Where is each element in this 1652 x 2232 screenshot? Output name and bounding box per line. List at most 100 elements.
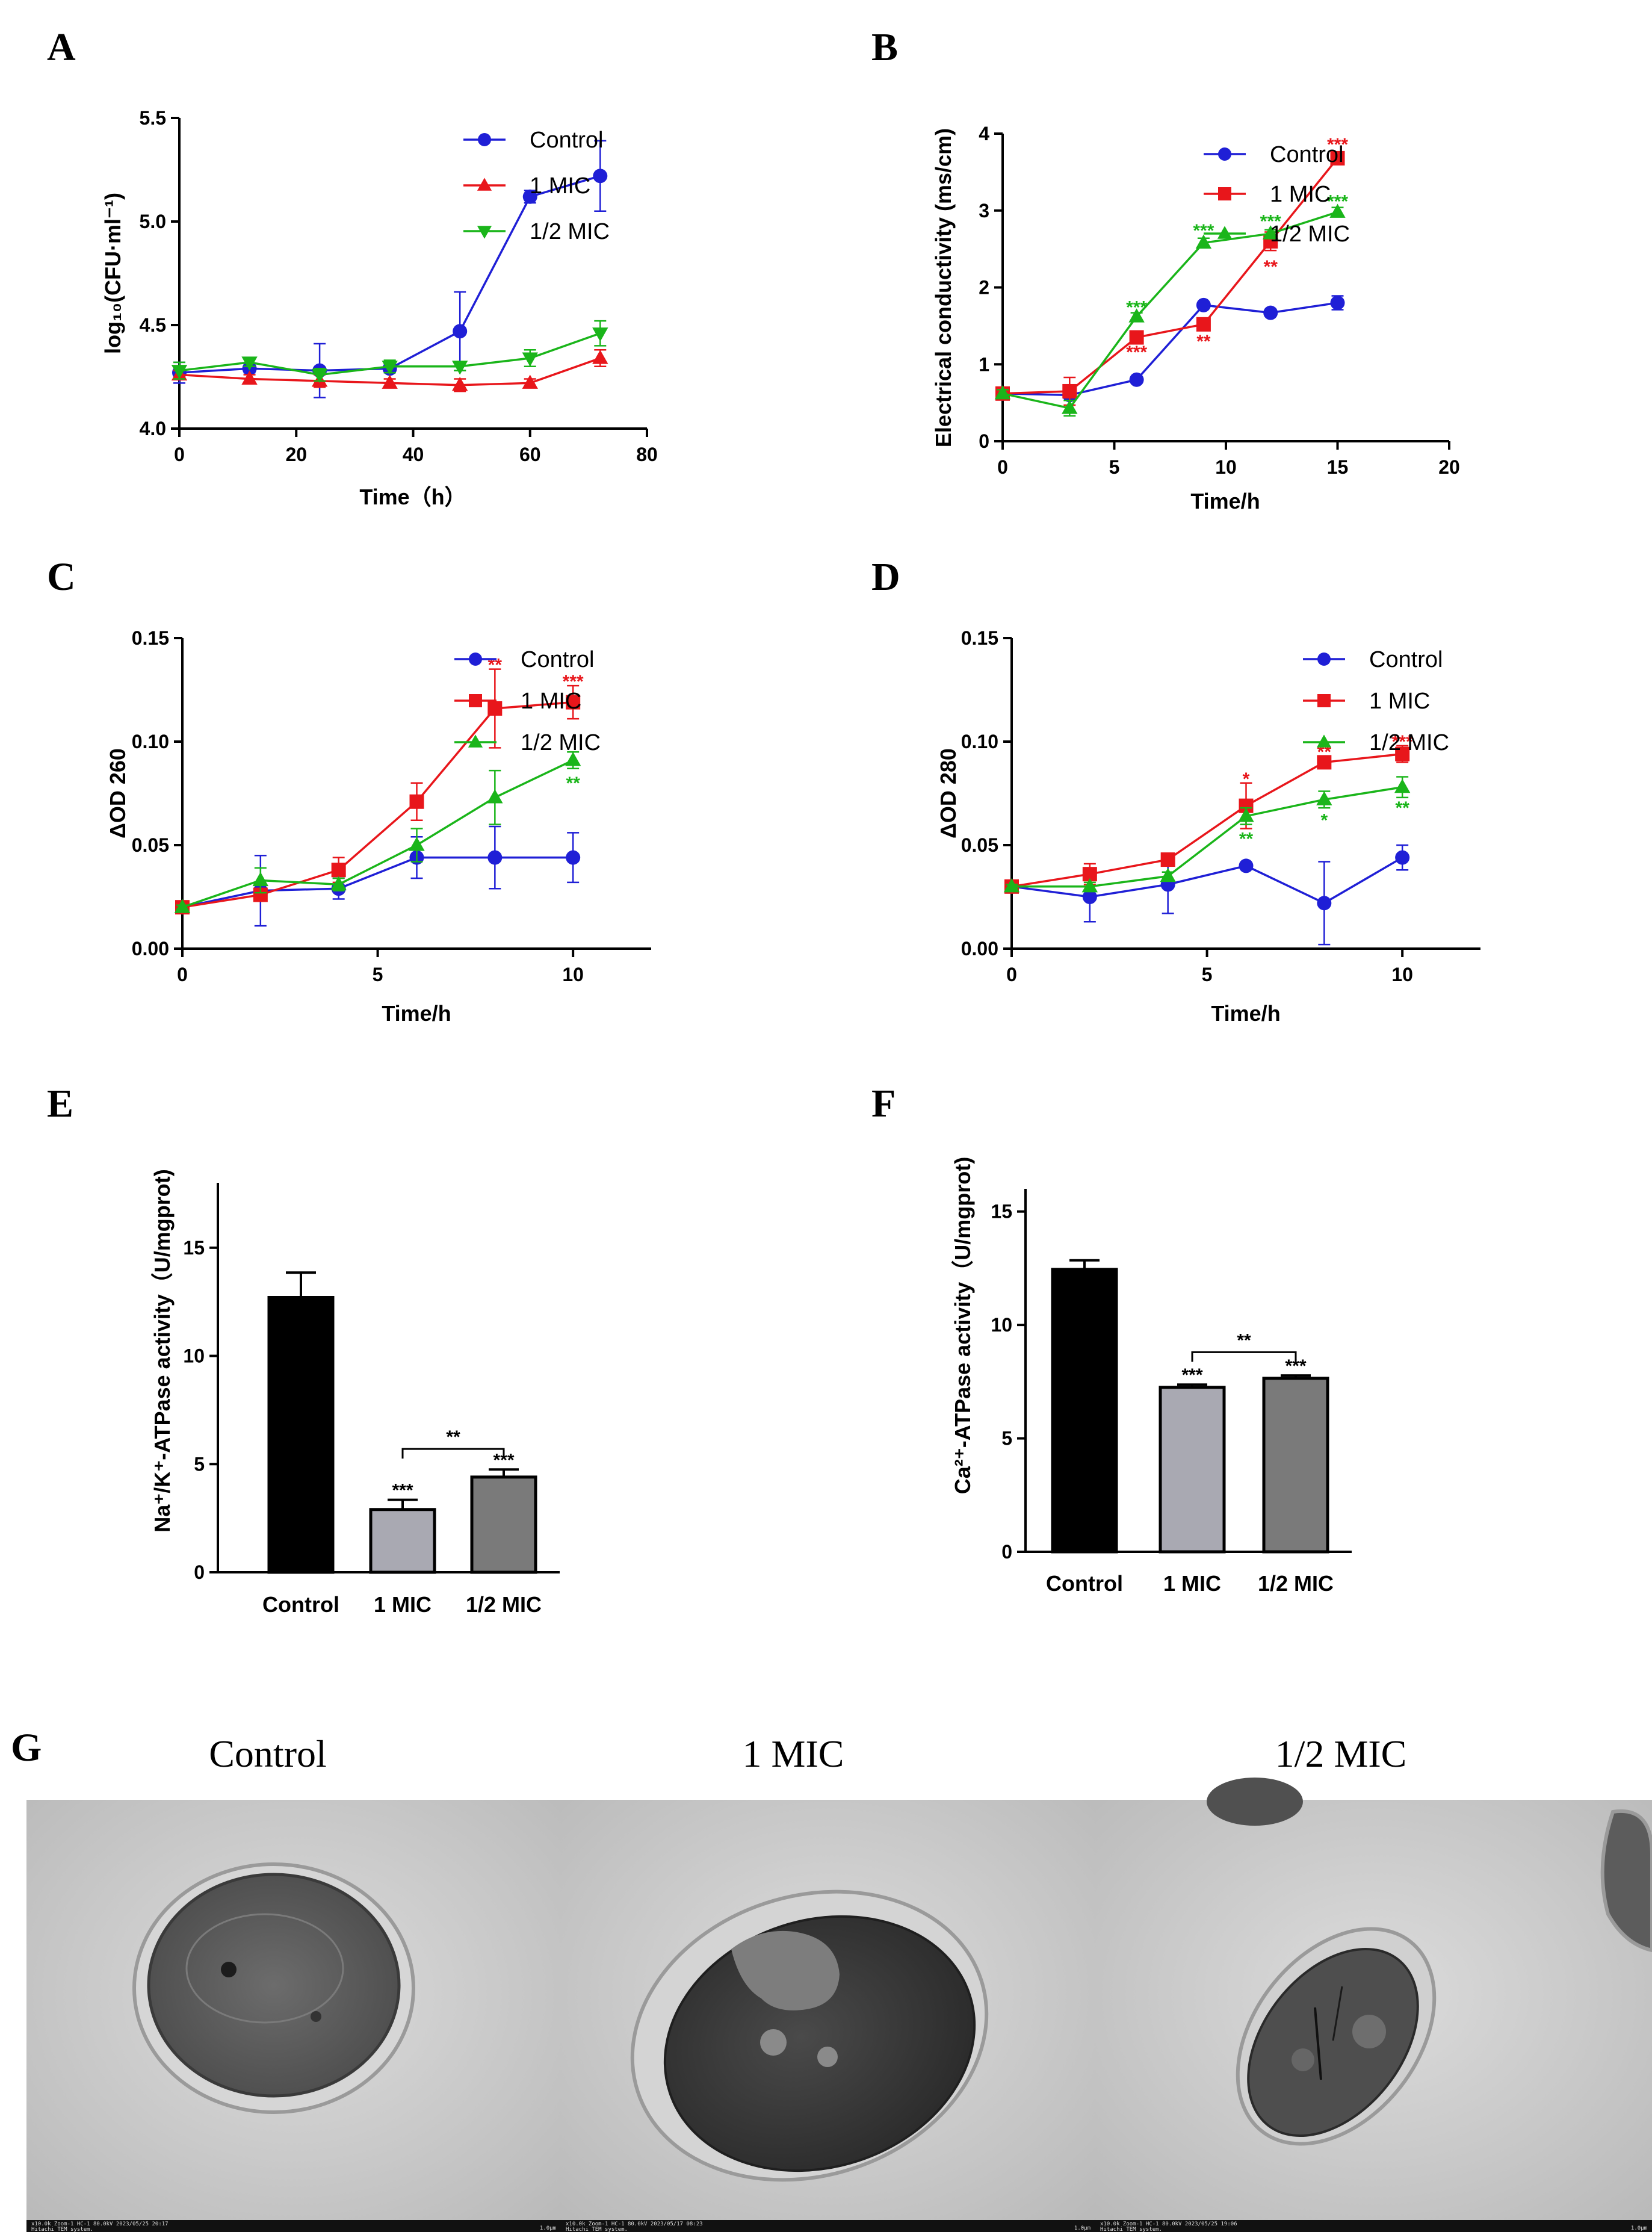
tem-footer-half-mic-scale: 1.0μm	[1631, 2225, 1647, 2231]
chart-c-series-line-1-2-mic	[182, 759, 574, 908]
chart-a-point-1-2-mic	[592, 327, 608, 342]
chart-d-point-1-2-mic	[1316, 791, 1332, 805]
chart-b-significance-label: **	[1264, 257, 1278, 277]
chart-b-point-1-2-mic	[1329, 203, 1346, 218]
chart-f-bar-significance-1-mic: ***	[1181, 1365, 1202, 1385]
chart-f-category-label-control: Control	[1046, 1571, 1123, 1596]
chart-f-bar-1-mic	[1159, 1386, 1226, 1554]
panel-letter-a: A	[47, 25, 76, 69]
chart-b-legend-marker-control	[1218, 147, 1231, 161]
chart-c-ytick-label: 0.00	[132, 938, 169, 959]
chart-b-point-1-2-mic	[1128, 308, 1145, 323]
chart-c-significance-label: **	[488, 656, 503, 675]
chart-a-point-1-mic	[452, 376, 468, 391]
chart-b-y-axis-label: Electrical conductivity (ms/cm)	[931, 128, 956, 447]
chart-d-xtick-label: 0	[1006, 964, 1017, 985]
chart-b-ytick-label: 0	[979, 430, 989, 452]
chart-d-ytick-label: 0.10	[961, 731, 998, 752]
chart-b-ytick-label: 1	[979, 353, 989, 375]
chart-a-legend-label-1-2-mic: 1/2 MIC	[530, 219, 610, 244]
chart-d-significance-label: *	[1320, 811, 1328, 831]
chart-c-xtick-label: 10	[562, 964, 584, 985]
chart-b-point-1-mic	[1129, 330, 1144, 345]
chart-c-ytick-label: 0.15	[132, 627, 169, 649]
chart-c-significance-label: ***	[563, 672, 584, 692]
chart-b-point-control	[1196, 297, 1211, 312]
chart-c-point-1-mic	[487, 701, 503, 716]
chart-f-category-label-1-2-mic: 1/2 MIC	[1258, 1571, 1334, 1596]
chart-e-na-k-atpase: 0 5 10 15 Na⁺/K⁺-ATPase activity（U/mgprot) Co…	[150, 1169, 560, 1617]
chart-b-legend-label-1-mic: 1 MIC	[1270, 182, 1331, 207]
chart-e-comparison-bracket	[401, 1448, 505, 1459]
chart-c-point-1-mic	[331, 863, 346, 878]
chart-e-category-label-control: Control	[262, 1592, 339, 1617]
panel-letter-g: G	[11, 1726, 42, 1770]
chart-b-point-1-2-mic	[994, 385, 1011, 400]
tem-image-1mic: x10.0k Zoom-1 HC-1 80.0kV 2023/05/17 08:…	[561, 1800, 1095, 2232]
chart-d-xtick-label: 10	[1391, 964, 1413, 985]
chart-c-point-1-2-mic	[252, 872, 269, 887]
chart-e-ytick-label: 10	[183, 1345, 205, 1367]
tem-image-control: x10.0k Zoom-1 HC-1 80.0kV 2023/05/25 20:…	[26, 1800, 561, 2232]
chart-a-point-control	[593, 169, 608, 184]
chart-b-series-line-1-mic	[1002, 157, 1338, 395]
chart-d-point-control	[1395, 850, 1410, 865]
chart-a-series-line-control	[179, 175, 601, 374]
chart-b-x-axis-label: Time/h	[1190, 489, 1260, 513]
chart-b-point-control	[1129, 372, 1144, 387]
chart-c-legend-label-1-mic: 1 MIC	[521, 689, 581, 714]
chart-e-bar-significance-1-mic: ***	[392, 1481, 413, 1501]
chart-d-point-1-2-mic	[1003, 878, 1020, 893]
chart-c-point-1-2-mic	[174, 899, 191, 913]
chart-b-xtick-label: 10	[1215, 456, 1237, 478]
chart-f-ytick-label: 0	[1001, 1541, 1012, 1563]
tem-footer-1mic-scale: 1.0μm	[1074, 2225, 1091, 2231]
chart-f-bar-control	[1051, 1268, 1118, 1554]
panel-letter-d: D	[871, 555, 900, 599]
tem-footer-control-system: Hitachi TEM system.	[31, 2227, 93, 2232]
chart-d-xtick-label: 5	[1202, 964, 1213, 985]
chart-b-significance-label: **	[1196, 332, 1211, 352]
chart-b-conductivity: 0 1 2 3 4 0 5 10 15 20 Time/h Electrical conductivi…	[931, 123, 1460, 513]
chart-c-ytick-label: 0.05	[132, 834, 169, 856]
chart-c-legend-marker-1-mic	[469, 694, 482, 707]
chart-b-legend-label-1-2-mic: 1/2 MIC	[1270, 222, 1350, 247]
chart-e-bar-1-mic	[369, 1508, 436, 1574]
chart-c-point-control	[566, 850, 581, 865]
chart-a-ytick-label: 4.0	[140, 418, 166, 439]
chart-f-bar-1-2-mic	[1262, 1377, 1329, 1554]
chart-c-point-1-2-mic	[409, 837, 425, 851]
chart-e-bar-control	[267, 1296, 335, 1574]
chart-e-category-label-1-2-mic: 1/2 MIC	[466, 1592, 542, 1617]
chart-a-point-1-2-mic	[311, 368, 328, 383]
tem-footer-half-mic-system: Hitachi TEM system.	[1100, 2227, 1162, 2232]
chart-b-point-1-mic	[1330, 150, 1345, 166]
chart-c-ytick-label: 0.10	[132, 731, 169, 752]
chart-b-series-line-control	[1002, 302, 1338, 397]
tem-footer-1mic-system: Hitachi TEM system.	[566, 2227, 628, 2232]
chart-a-ytick-label: 4.5	[140, 314, 166, 336]
chart-e-bar-1-2-mic	[470, 1475, 537, 1574]
chart-c-significance-label: **	[566, 773, 580, 793]
chart-a-legend-marker-1-2-mic	[477, 226, 492, 239]
tem-panel: Control 1 MIC 1/2 MIC x10.0k Zoom-1 HC-1…	[26, 1732, 1652, 2232]
chart-a-xtick-label: 40	[403, 444, 424, 465]
chart-d-point-1-mic	[1317, 755, 1332, 770]
chart-a-y-axis-label: log₁₀(CFU·ml⁻¹)	[101, 193, 125, 354]
chart-f-comparison-label: **	[1237, 1330, 1251, 1350]
panel-letter-b: B	[871, 25, 898, 69]
chart-a-ytick-label: 5.5	[140, 107, 166, 129]
tem-title-half-mic: 1/2 MIC	[1275, 1732, 1407, 1775]
chart-a-xtick-label: 60	[519, 444, 541, 465]
chart-b-xtick-label: 0	[997, 456, 1008, 478]
chart-a-xtick-label: 80	[636, 444, 658, 465]
chart-a-log-cfu: 4.0 4.5 5.0 5.5 0 20 40 60 80 Time（h） log₁₀(CFU·ml…	[101, 107, 658, 509]
chart-d-series-line-control	[1011, 857, 1403, 905]
chart-c-point-1-2-mic	[487, 789, 503, 804]
chart-d-legend-label-1-mic: 1 MIC	[1369, 689, 1430, 714]
chart-e-y-axis-label: Na⁺/K⁺-ATPase activity（U/mgprot)	[150, 1169, 175, 1532]
chart-d-ytick-label: 0.15	[961, 627, 998, 649]
chart-d-legend-label-control: Control	[1369, 647, 1443, 672]
chart-a-ytick-label: 5.0	[140, 211, 166, 232]
